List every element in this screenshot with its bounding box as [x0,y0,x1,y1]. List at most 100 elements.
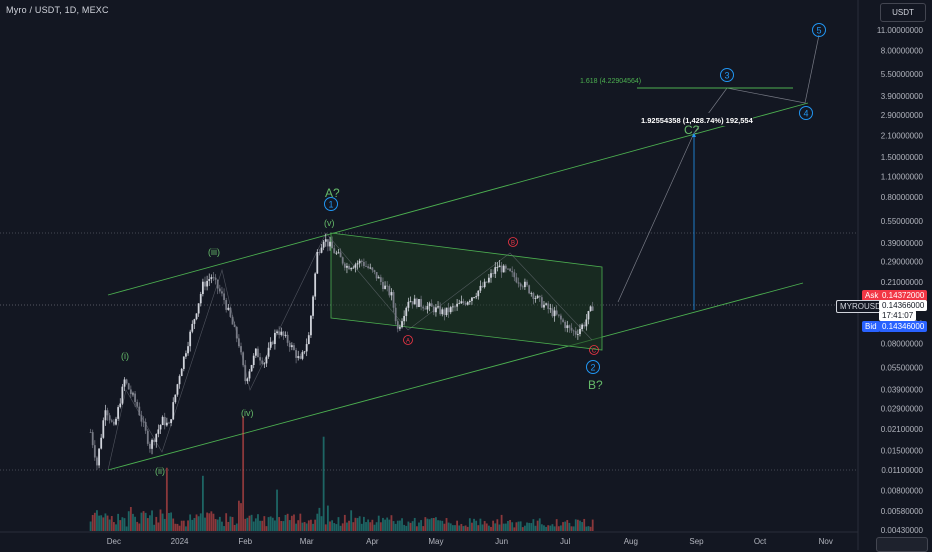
candle-body [560,315,562,320]
currency-button[interactable]: USDT [880,3,926,22]
volume-bar [240,503,242,531]
candle-body [373,270,376,273]
volume-bar [208,513,211,531]
candle-body [299,356,302,359]
volume-bar [454,525,456,531]
price-tick-label: 5.50000000 [881,70,924,79]
candle-body [521,286,524,288]
candle-body [375,272,378,279]
volume-bar [136,521,139,531]
candle-body [415,298,418,307]
candle-body [487,277,490,283]
candle-body [307,335,310,345]
candle-body [409,301,412,303]
candle-body [466,302,469,305]
volume-bar [333,523,336,531]
volume-bar [210,511,213,531]
volume-bar [314,519,317,531]
volume-bar [290,515,293,531]
wave-label-i: (i) [121,351,129,361]
candle-body [212,277,215,278]
price-tick-label: 0.08000000 [881,340,924,349]
candle-body [324,239,327,242]
candle-body [379,277,382,282]
volume-bar [490,526,492,531]
candle-body [481,285,484,288]
volume-bar [254,518,257,531]
candle-body [210,277,213,280]
upper-channel-line[interactable] [107,102,809,296]
volume-bar [237,500,240,531]
bid-tag: Bid [862,321,880,332]
candle-body [405,307,408,316]
volume-bar [305,523,308,531]
volume-bar [176,523,179,531]
volume-bar [407,521,410,531]
candle-body [142,421,145,423]
price-tick-label: 1.10000000 [881,173,924,182]
volume-bar [244,518,247,531]
candle-body [341,257,344,264]
wave-label-iv: (iv) [241,408,254,418]
measure-label-bg [637,113,753,126]
volume-bar [585,526,588,531]
candle-body [394,307,397,322]
time-tick-label: Jul [560,537,570,546]
candle-body [151,439,153,449]
candle-body [193,319,196,324]
volume-bar [276,489,278,531]
candle-body [581,324,584,329]
candle-body [392,292,395,308]
volume-bar [117,513,120,531]
candle-body [401,321,403,328]
volume-bar [100,515,103,531]
volume-bar [170,512,172,531]
volume-bar [500,514,503,531]
candle-body [496,267,499,268]
volume-bar [524,525,526,531]
volume-bar [299,513,302,531]
volume-bar [201,475,204,531]
candle-body [494,267,497,274]
volume-bar [341,523,344,531]
correction-box[interactable] [330,232,603,351]
time-tick-label: Mar [300,537,314,546]
candle-body [295,350,297,358]
volume-bar [509,519,511,531]
wave-label-iii: (iii) [208,247,220,257]
volume-bar [502,523,505,531]
price-tick-label: 0.00800000 [881,486,924,495]
volume-bar [356,518,359,531]
volume-bar [121,517,124,531]
wave-circle-5: 5 [812,23,826,37]
candle-body [119,403,122,408]
candle-body [134,393,136,402]
price-axis-panel[interactable] [858,0,932,550]
candle-body [424,308,427,310]
candle-body [447,307,450,313]
volume-bar [320,516,323,531]
volume-bar [566,520,569,531]
candle-body [498,265,501,268]
candlesticks [89,233,594,470]
volume-bar [384,519,386,531]
candle-body [301,352,304,359]
volume-bar [365,522,367,531]
candle-body [117,407,120,419]
candle-body [519,283,522,287]
candle-body [144,422,147,431]
candle-body [242,352,245,366]
candle-body [261,360,264,364]
candle-body [443,309,446,316]
candle-body [96,457,98,466]
candle-body [587,311,590,320]
volume-bar [358,516,361,531]
volume-bar [401,518,403,531]
candle-body [263,363,266,365]
candle-body [235,327,238,339]
volume-bar [441,520,444,531]
volume-bar [411,521,414,531]
volume-bar [574,519,577,531]
lower-channel-line[interactable] [107,282,804,471]
